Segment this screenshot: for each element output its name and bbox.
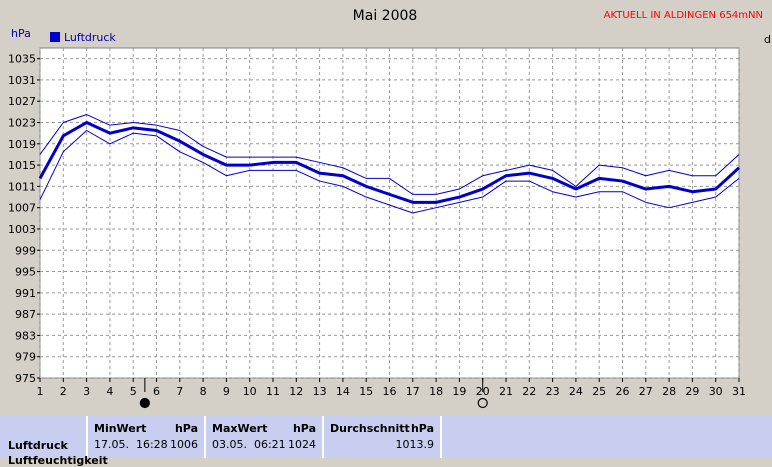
x-tick-label-21: 21 <box>499 385 513 398</box>
legend-label: Luftdruck <box>64 31 116 44</box>
moon-markers <box>139 378 488 409</box>
chart-subtitle: AKTUELL IN ALDINGEN 654mNN <box>604 10 763 21</box>
x-tick-label-26: 26 <box>616 385 630 398</box>
max-time: 03.05. 06:21 <box>212 438 286 451</box>
x-tick-label-12: 12 <box>289 385 303 398</box>
avg-unit: hPa <box>410 422 434 435</box>
x-tick-label-1: 1 <box>37 385 44 398</box>
series-line-min <box>39 130 740 214</box>
max-unit: hPa <box>292 422 316 435</box>
x-tick-label-31: 31 <box>732 385 746 398</box>
x-tick-label-13: 13 <box>313 385 327 398</box>
y-tick-label-1007: 1007 <box>8 202 36 215</box>
y-tick-label-1027: 1027 <box>8 95 36 108</box>
x-tick-label-4: 4 <box>106 385 113 398</box>
x-axis-ticks: 1 2 3 4 5 6 7 8 9 10 11 12 13 14 15 16 17 18 19 20 21 22 23 24 2… <box>37 378 746 398</box>
y-tick-label-1019: 1019 <box>8 138 36 151</box>
avg-value: 1013.9 <box>395 438 435 451</box>
x-tick-label-29: 29 <box>685 385 699 398</box>
stats-avg-cell: Durchschnitt hPa 1013.9 <box>324 416 442 458</box>
x-tick-label-25: 25 <box>592 385 606 398</box>
x-tick-label-15: 15 <box>359 385 373 398</box>
x-tick-label-3: 3 <box>83 385 90 398</box>
x-tick-label-9: 9 <box>223 385 230 398</box>
series-line-mean <box>38 121 741 204</box>
x-tick-label-5: 5 <box>130 385 137 398</box>
y-axis-ticks: 975 979 983 987 991 995 999 1003 1007 1011 1015 101… <box>8 53 40 385</box>
x-tick-label-7: 7 <box>176 385 183 398</box>
stats-row-label-2: Luftfeuchtigkeit <box>8 454 108 467</box>
right-edge-label: d <box>764 33 771 46</box>
stats-min-cell: MinWert hPa 17.05. 16:28 1006 <box>88 416 206 458</box>
x-tick-label-28: 28 <box>662 385 676 398</box>
stats-label-cell <box>0 416 88 458</box>
y-tick-label-987: 987 <box>15 308 36 321</box>
legend-swatch <box>50 32 60 42</box>
x-tick-label-6: 6 <box>153 385 160 398</box>
x-tick-label-11: 11 <box>266 385 280 398</box>
x-tick-label-24: 24 <box>569 385 583 398</box>
x-tick-label-18: 18 <box>429 385 443 398</box>
x-tick-label-17: 17 <box>406 385 420 398</box>
y-axis-label: hPa <box>11 27 31 40</box>
x-tick-label-2: 2 <box>60 385 67 398</box>
y-tick-label-983: 983 <box>15 329 36 342</box>
pressure-chart: 9759799839879919959991003100710111015101… <box>8 8 771 409</box>
y-tick-label-975: 975 <box>15 372 36 385</box>
min-unit: hPa <box>174 422 198 435</box>
y-tick-label-995: 995 <box>15 266 36 279</box>
chart-title: Mai 2008 <box>353 8 418 24</box>
avg-head: Durchschnitt <box>330 422 410 435</box>
y-tick-label-1011: 1011 <box>8 180 36 193</box>
y-tick-label-1015: 1015 <box>8 159 36 172</box>
y-tick-label-991: 991 <box>15 287 36 300</box>
x-tick-label-19: 19 <box>452 385 466 398</box>
y-tick-label-1003: 1003 <box>8 223 36 236</box>
x-tick-label-23: 23 <box>546 385 560 398</box>
x-tick-label-16: 16 <box>383 385 397 398</box>
y-tick-label-1031: 1031 <box>8 74 36 87</box>
max-head: MaxWert <box>212 422 268 435</box>
max-value: 1024 <box>288 438 316 451</box>
x-tick-label-27: 27 <box>639 385 653 398</box>
series-line-max <box>39 114 740 195</box>
stats-row-label: Luftdruck <box>8 439 68 452</box>
full-moon-icon <box>139 397 150 409</box>
x-tick-label-22: 22 <box>522 385 536 398</box>
x-tick-label-10: 10 <box>243 385 257 398</box>
min-time: 17.05. 16:28 <box>94 438 168 451</box>
x-tick-label-8: 8 <box>200 385 207 398</box>
min-value: 1006 <box>170 438 198 451</box>
grid <box>39 48 740 379</box>
y-tick-label-999: 999 <box>15 244 36 257</box>
x-tick-label-30: 30 <box>709 385 723 398</box>
series-lines <box>38 114 741 214</box>
min-head: MinWert <box>94 422 147 435</box>
y-tick-label-1023: 1023 <box>8 117 36 130</box>
stats-max-cell: MaxWert hPa 03.05. 06:21 1024 <box>206 416 324 458</box>
new-moon-icon <box>477 397 488 409</box>
y-tick-label-979: 979 <box>15 351 36 364</box>
y-tick-label-1035: 1035 <box>8 53 36 66</box>
x-tick-label-14: 14 <box>336 385 350 398</box>
